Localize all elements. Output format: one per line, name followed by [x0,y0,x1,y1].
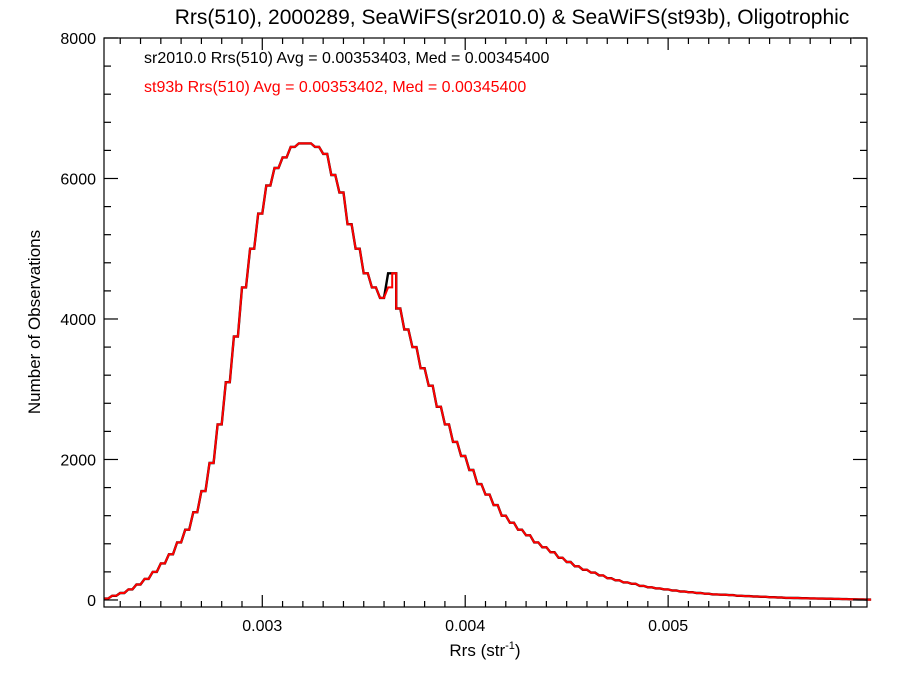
y-tick-label: 4000 [60,312,96,329]
x-tick-label: 0.004 [445,618,485,635]
series-layer [104,142,872,601]
series-line-1 [104,142,872,601]
stat-line-sr2010: sr2010.0 Rrs(510) Avg = 0.00353403, Med … [144,50,549,67]
x-axis-label-close: ) [515,641,521,660]
stat-line-st93b: st93b Rrs(510) Avg = 0.00353402, Med = 0… [144,79,526,96]
y-tick-label: 8000 [60,31,96,48]
series-line-0 [104,142,872,601]
x-axis-label: Rrs (str-1) [449,640,520,660]
x-axis-label-main: Rrs (str [449,641,505,660]
ticks-layer: 0.003 0.004 0.005 0 2000 4000 6000 8000 [60,31,867,635]
y-tick-label: 6000 [60,171,96,188]
x-tick-label: 0.005 [648,618,688,635]
x-axis-label-superscript: -1 [505,640,515,652]
x-tick-label: 0.003 [242,618,282,635]
y-tick-label: 2000 [60,452,96,469]
chart-title: Rrs(510), 2000289, SeaWiFS(sr2010.0) & S… [175,6,850,29]
y-tick-label: 0 [87,593,96,610]
y-axis-label: Number of Observations [25,230,44,414]
plot-frame [103,37,868,608]
